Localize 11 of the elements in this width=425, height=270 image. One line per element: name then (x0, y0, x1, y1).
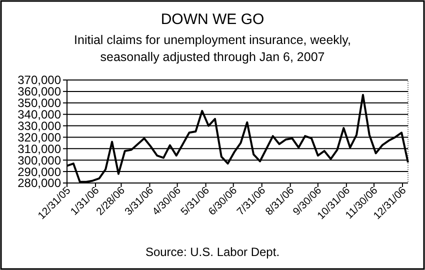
y-tick-label: 280,000 (18, 176, 62, 190)
y-tick-label: 350,000 (18, 96, 62, 110)
source-note: Source: U.S. Labor Dept. (145, 245, 280, 259)
y-tick-label: 360,000 (18, 84, 62, 99)
y-tick-label: 300,000 (18, 153, 62, 168)
y-tick-label: 290,000 (18, 164, 62, 179)
chart-subtitle: Initial claims for unemployment insurance, weekly, seasonally adjusted through Jan 6, 2007 (74, 33, 351, 64)
y-tick-label: 310,000 (18, 142, 62, 156)
y-tick-label: 370,000 (18, 73, 62, 88)
chart-title: DOWN WE GO (160, 11, 264, 28)
y-tick-label: 320,000 (18, 130, 62, 144)
